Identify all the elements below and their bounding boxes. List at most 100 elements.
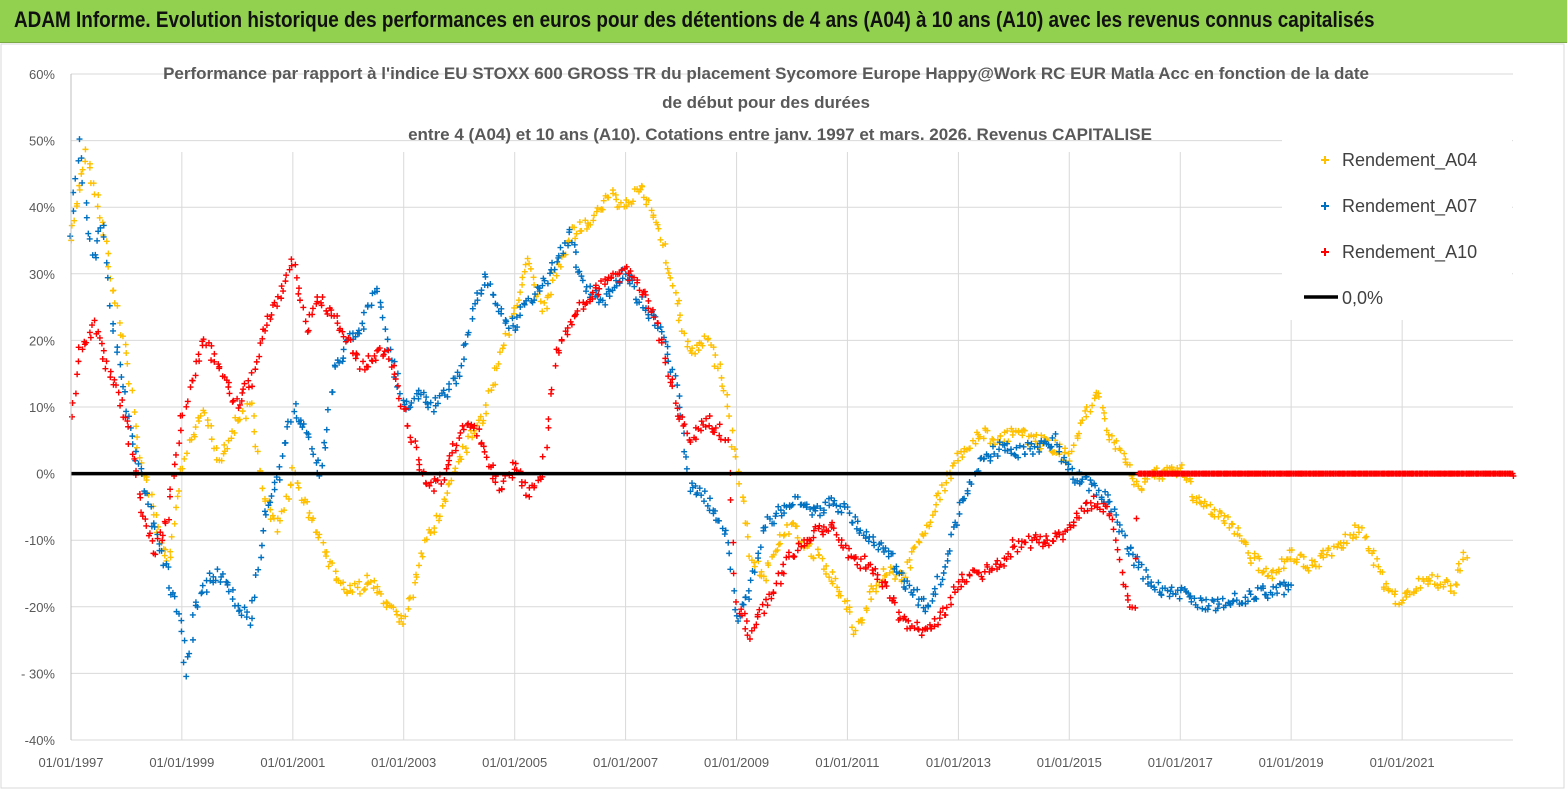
data-point — [256, 353, 263, 360]
data-point — [781, 510, 788, 517]
data-point — [571, 312, 578, 319]
data-point — [364, 303, 371, 310]
data-point — [203, 589, 210, 596]
data-point — [481, 448, 488, 455]
data-point — [981, 455, 988, 462]
data-point — [1288, 547, 1295, 554]
data-point — [262, 511, 269, 518]
data-point — [457, 429, 464, 436]
data-point — [1444, 578, 1451, 585]
data-point — [1363, 533, 1370, 540]
data-point — [119, 333, 126, 340]
data-point — [674, 405, 681, 412]
data-point — [719, 383, 726, 390]
data-point — [393, 608, 400, 615]
data-point — [1293, 559, 1300, 566]
data-point — [280, 288, 287, 295]
data-point — [904, 578, 911, 585]
data-point — [665, 358, 672, 365]
data-point — [902, 585, 909, 592]
data-point — [573, 230, 580, 237]
data-point — [468, 421, 475, 428]
data-point — [645, 315, 652, 322]
data-point — [926, 621, 933, 628]
data-point — [984, 427, 991, 434]
data-point — [1061, 449, 1068, 456]
data-point — [701, 498, 708, 505]
data-point — [820, 566, 827, 573]
data-point — [576, 268, 583, 275]
data-point — [1435, 584, 1442, 591]
data-point — [1022, 539, 1029, 546]
data-point — [515, 297, 522, 304]
data-point — [1246, 588, 1253, 595]
data-point — [882, 578, 889, 585]
data-point — [692, 350, 699, 357]
data-point — [607, 275, 614, 282]
data-point — [288, 262, 295, 269]
data-point — [1400, 597, 1406, 604]
data-point — [740, 601, 747, 608]
y-tick-label: -40% — [25, 733, 56, 748]
data-point — [719, 525, 726, 532]
data-point — [349, 589, 356, 596]
data-point — [1343, 540, 1350, 547]
data-point — [1305, 567, 1312, 574]
legend-label-a07: Rendement_A07 — [1342, 196, 1477, 217]
chart-title-line-1: Performance par rapport à l'indice EU ST… — [163, 64, 1369, 83]
data-point — [234, 395, 241, 402]
data-point — [943, 479, 950, 486]
data-point — [315, 457, 322, 464]
data-point — [676, 393, 683, 400]
data-point — [171, 520, 178, 527]
data-point — [438, 480, 445, 487]
data-point — [745, 587, 752, 594]
data-point — [1074, 435, 1081, 442]
data-point — [591, 212, 598, 219]
data-point — [258, 542, 265, 549]
data-point — [83, 339, 90, 346]
data-point — [430, 408, 437, 415]
data-point — [874, 571, 881, 578]
data-point — [768, 595, 775, 602]
data-point — [622, 271, 629, 278]
data-point — [120, 383, 127, 390]
data-point — [744, 632, 751, 639]
data-point — [554, 258, 561, 265]
legend-marker-a10 — [1321, 248, 1329, 256]
data-point — [189, 611, 196, 618]
data-point — [732, 606, 739, 613]
data-point — [238, 612, 245, 619]
data-point — [169, 589, 176, 596]
data-point — [1455, 560, 1462, 567]
data-point — [1084, 507, 1091, 514]
data-point — [1316, 563, 1323, 570]
data-point — [711, 507, 718, 514]
data-point — [731, 446, 738, 453]
data-point — [892, 576, 899, 583]
data-point — [1281, 591, 1288, 598]
data-point — [279, 453, 286, 460]
data-point — [1227, 601, 1234, 608]
data-point — [392, 376, 399, 383]
data-point — [655, 320, 662, 327]
data-point — [1089, 402, 1096, 409]
data-point — [178, 617, 185, 624]
data-point — [1121, 450, 1128, 457]
data-point — [1078, 505, 1085, 512]
data-point — [819, 555, 826, 562]
data-point — [456, 435, 463, 442]
data-point — [1168, 584, 1175, 591]
data-point — [1218, 509, 1225, 516]
data-point — [727, 566, 734, 573]
data-point — [826, 574, 833, 581]
data-point — [229, 596, 236, 603]
data-point — [1020, 443, 1027, 450]
data-point — [1349, 535, 1356, 542]
data-point — [360, 309, 367, 316]
data-point — [123, 408, 130, 415]
data-point — [1088, 505, 1095, 512]
data-point — [1014, 548, 1021, 555]
data-point — [770, 589, 777, 596]
data-point — [482, 273, 489, 280]
